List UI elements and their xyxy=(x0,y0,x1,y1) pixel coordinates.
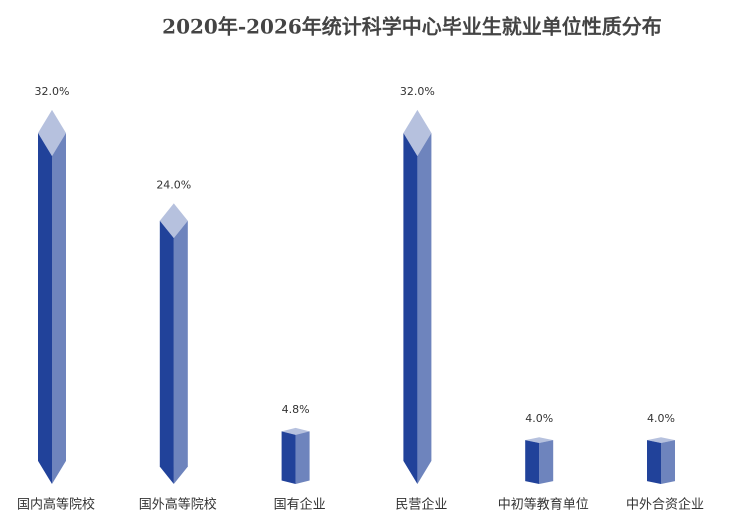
value-label: 32.0% xyxy=(400,85,435,98)
bar-top xyxy=(647,437,675,444)
bar-side xyxy=(173,220,188,484)
bar-front xyxy=(159,220,174,484)
bar-top xyxy=(281,427,310,435)
x-tick-label: 国有企业 xyxy=(274,497,326,513)
bar-front xyxy=(403,133,418,484)
bar-side xyxy=(417,133,432,484)
x-tick-label: 国内高等院校 xyxy=(17,497,95,513)
x-tick-label: 民营企业 xyxy=(395,497,447,513)
chart-title: 2020年-2026年统计科学中心毕业生就业单位性质分布 xyxy=(162,15,662,39)
bar-top xyxy=(38,109,66,157)
bar-top xyxy=(525,437,554,444)
bar-side xyxy=(661,440,675,484)
value-label: 4.0% xyxy=(647,412,675,425)
value-label: 32.0% xyxy=(35,85,70,98)
bar-side xyxy=(295,431,310,484)
bar-front xyxy=(281,431,296,484)
x-tick-label: 中初等教育单位 xyxy=(498,497,589,513)
x-tick-label: 中外合资企业 xyxy=(626,497,704,513)
value-label: 24.0% xyxy=(156,178,191,191)
x-tick-label: 国外高等院校 xyxy=(139,497,217,513)
value-label: 4.0% xyxy=(525,412,553,425)
bar-front xyxy=(525,440,540,484)
bar-side xyxy=(539,440,554,484)
value-label: 4.8% xyxy=(282,403,310,416)
bar-front xyxy=(647,440,661,484)
bar-top xyxy=(403,109,432,157)
bar-front xyxy=(38,133,52,484)
bar-side xyxy=(52,133,66,484)
bar-top xyxy=(159,203,188,239)
